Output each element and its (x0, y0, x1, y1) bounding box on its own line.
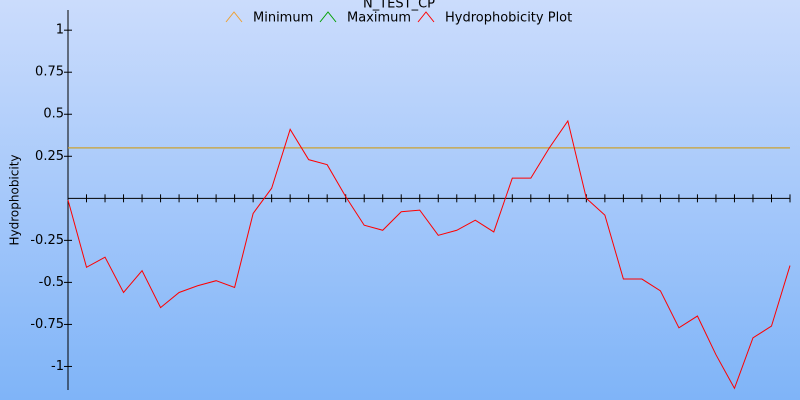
y-tick-label: 0.5 (43, 107, 64, 122)
legend-icon (417, 11, 435, 23)
y-tick-label: -0.5 (39, 275, 64, 290)
y-tick-label: 0.75 (35, 65, 64, 80)
y-tick-label: 1 (56, 23, 64, 38)
legend-icon (319, 11, 337, 23)
legend-label: Maximum (347, 11, 411, 26)
y-tick-label: 0.25 (35, 149, 64, 164)
y-tick-label: -0.75 (30, 317, 64, 332)
y-tick-label: -0.25 (30, 233, 64, 248)
legend-icon (225, 11, 243, 23)
y-axis-label: Hydrophobicity (8, 154, 22, 245)
chart-title: N_TEST_CP (363, 0, 435, 12)
legend-label: Minimum (253, 11, 313, 26)
series-line (67, 119, 791, 390)
legend-label: Hydrophobicity Plot (445, 11, 572, 26)
y-tick-label: -1 (51, 359, 64, 374)
